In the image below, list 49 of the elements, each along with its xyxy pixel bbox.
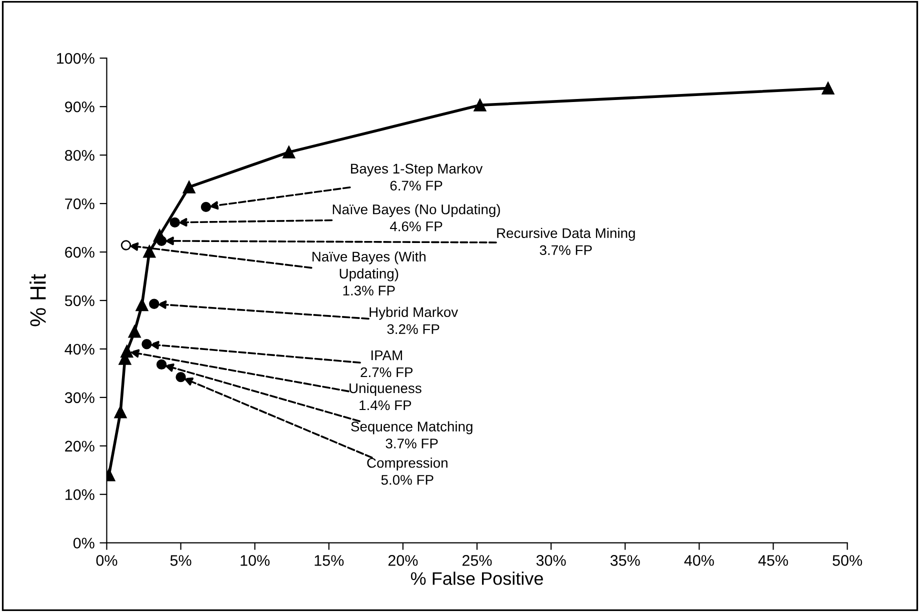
x-axis-title: % False Positive — [410, 572, 543, 585]
point — [176, 372, 186, 382]
point — [142, 339, 152, 350]
y-tick-label: 30% — [64, 392, 94, 404]
x-tick-label: 45% — [758, 555, 788, 566]
x-tick-label: 20% — [388, 555, 418, 566]
point — [114, 406, 127, 418]
y-tick-label: 20% — [65, 440, 94, 452]
point — [120, 240, 132, 250]
y-tick-label: 60% — [65, 246, 94, 258]
x-tick-label: 40% — [684, 555, 714, 566]
point — [200, 202, 212, 212]
y-axis-title: % Hit — [30, 274, 46, 326]
point — [182, 180, 196, 194]
y-tick-label: 0% — [73, 538, 94, 549]
x-tick-label: 35% — [610, 555, 640, 566]
point — [170, 217, 180, 228]
annotation: Naïve Bayes (With Updating) 1.3% FP — [312, 251, 426, 296]
annotation: Hybrid Markov 3.2% FP — [370, 306, 458, 334]
point — [474, 98, 486, 112]
annotation: Sequence Matching 3.7% FP — [351, 421, 472, 448]
point — [156, 359, 167, 370]
x-tick-label: 10% — [240, 555, 270, 566]
x-tick-label: 0% — [96, 555, 118, 566]
annotation: Recursive Data Mining 3.7% FP — [497, 228, 635, 256]
point — [156, 236, 167, 246]
y-tick-label: 100% — [57, 53, 94, 64]
point — [282, 146, 296, 158]
y-tick-label: 90% — [65, 101, 94, 112]
point — [822, 82, 834, 94]
x-tick-label: 5% — [170, 555, 192, 566]
y-tick-label: 10% — [66, 489, 94, 500]
x-tick-label: 30% — [536, 555, 566, 566]
y-tick-label: 40% — [64, 344, 94, 355]
x-tick-label: 15% — [314, 555, 344, 566]
x-tick-label: 25% — [462, 555, 492, 566]
annotation: Compression 5.0% FP — [367, 458, 448, 485]
y-tick-label: 50% — [64, 295, 94, 306]
y-tick-label: 80% — [65, 150, 94, 161]
y-tick-label: 70% — [65, 198, 94, 210]
annotation: IPAM 2.7% FP — [360, 350, 413, 378]
point — [128, 325, 141, 338]
point — [120, 345, 134, 358]
point — [143, 245, 156, 258]
annotation: Uniqueness 1.4% FP — [350, 382, 422, 410]
point — [149, 298, 160, 309]
point — [136, 298, 148, 312]
annotation: Bayes 1-Step Markov 6.7% FP — [351, 163, 483, 191]
x-tick-label: 50% — [832, 555, 862, 566]
